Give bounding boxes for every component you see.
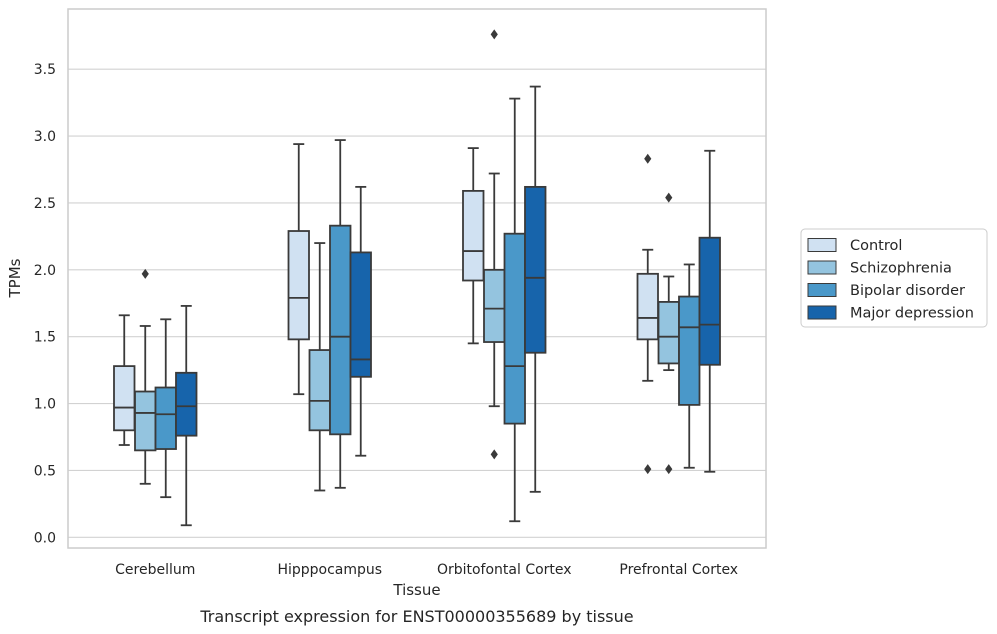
legend-swatch [807,260,837,275]
box-iqr [524,185,547,354]
x-axis-label: Tissue [392,581,440,599]
box-control [287,143,310,396]
box-iqr [113,365,136,432]
box-major-depression [524,85,547,493]
legend-label: Bipolar disorder [850,283,965,299]
box-iqr [678,295,701,406]
outlier-marker [644,153,652,164]
box-iqr [308,349,331,432]
box-iqr [657,301,680,365]
box-major-depression [698,149,721,473]
outlier-marker [141,268,149,279]
box-iqr [636,272,659,341]
box-schizophrenia [657,192,680,475]
legend-label: Schizophrenia [850,261,952,277]
box-control [462,147,485,345]
y-tick-label: 2.5 [34,196,56,212]
x-tick-label: Cerebellum [115,562,195,578]
y-axis-label: TPMs [6,258,24,298]
box-bipolar-disorder [329,139,352,489]
box-iqr [462,189,485,282]
box-schizophrenia [308,242,331,492]
box-bipolar-disorder [678,263,701,469]
y-tick-labels: 0.0 0.5 1.0 1.5 2.0 2.5 3.0 3.5 [34,62,56,546]
outlier-marker [644,464,652,475]
y-tick-label: 1.5 [34,330,56,346]
box-bipolar-disorder [154,318,177,499]
box-major-depression [175,305,198,527]
box-iqr [503,232,526,425]
y-tick-label: 3.5 [34,62,56,78]
box-plots [113,29,721,527]
legend-swatch [807,238,837,252]
box-iqr [329,224,352,436]
legend-label: Major depression [850,306,974,322]
outlier-marker [490,29,498,40]
box-iqr [154,386,177,450]
x-tick-label: Orbitofontal Cortex [437,562,572,578]
legend-frame [800,228,988,328]
y-tick-label: 3.0 [34,129,56,145]
legend-label: Control [850,238,902,254]
plot-area [67,8,767,549]
box-iqr [287,230,310,341]
y-tick-label: 0.5 [34,463,56,479]
box-schizophrenia [483,29,506,460]
box-control [113,314,136,446]
legend-swatch [807,305,837,320]
box-iqr [134,390,157,452]
y-tick-label: 1.0 [34,397,56,413]
box-schizophrenia [134,268,157,485]
box-bipolar-disorder [503,97,526,523]
x-tick-labels: Cerebellum Hipppocampus Orbitofontal Corte… [115,562,738,578]
outlier-marker [490,449,498,460]
box-control [636,153,659,475]
y-tick-label: 2.0 [34,263,56,279]
outlier-marker [665,192,673,203]
x-tick-label: Prefrontal Cortex [619,562,738,578]
legend: Control Schizophrenia Bipolar disorder Majo… [800,228,988,328]
box-iqr [483,268,506,343]
chart-caption: Transcript expression for ENST0000035568… [199,607,633,626]
box-iqr [698,236,721,366]
box-iqr [349,251,372,378]
y-tick-label: 0.0 [34,530,56,546]
box-iqr [175,371,198,437]
box-major-depression [349,185,372,457]
outlier-marker [665,464,673,475]
x-tick-label: Hipppocampus [277,562,382,578]
legend-swatch [807,283,837,297]
